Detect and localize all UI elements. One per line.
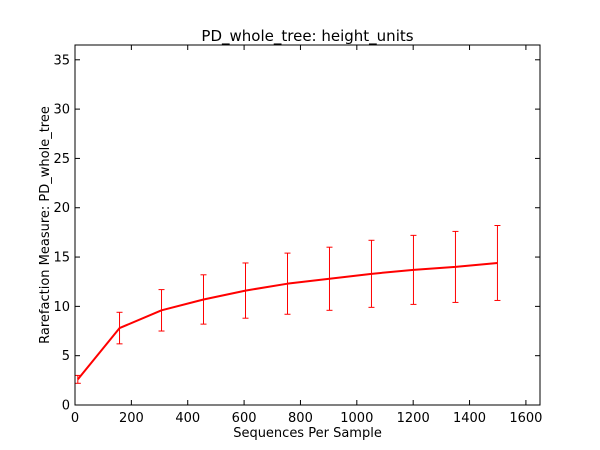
y-tick-label: 25 bbox=[53, 152, 70, 167]
y-tick-label: 5 bbox=[62, 349, 70, 364]
x-tick-label: 600 bbox=[232, 411, 257, 426]
y-tick-label: 35 bbox=[53, 53, 70, 68]
plot-frame bbox=[74, 44, 541, 406]
y-tick-label: 15 bbox=[53, 251, 70, 266]
x-axis-title: Sequences Per Sample bbox=[233, 426, 382, 441]
y-tick-label: 20 bbox=[53, 201, 70, 216]
chart-title: PD_whole_tree: height_units bbox=[201, 27, 413, 46]
y-tick-label: 10 bbox=[53, 300, 70, 315]
x-tick-label: 1400 bbox=[453, 411, 486, 426]
y-tick-label: 30 bbox=[53, 103, 70, 118]
y-axis-title: Rarefaction Measure: PD_whole_tree bbox=[38, 106, 53, 344]
x-tick-label: 0 bbox=[71, 411, 79, 426]
y-tick-label: 0 bbox=[62, 399, 70, 414]
x-tick-label: 400 bbox=[175, 411, 200, 426]
x-tick-label: 1600 bbox=[509, 411, 542, 426]
series-lines bbox=[77, 261, 498, 380]
x-tick-label: 200 bbox=[119, 411, 144, 426]
series-line bbox=[77, 261, 498, 380]
x-tick-label: 1000 bbox=[340, 411, 373, 426]
x-tick-label: 1200 bbox=[397, 411, 430, 426]
x-tick-label: 800 bbox=[288, 411, 313, 426]
axis-ticks: 0 200 400 600 800 1000 1200 1400 1600 0 5 10 15 20 25 3… bbox=[53, 45, 542, 426]
error-bars bbox=[74, 224, 501, 384]
